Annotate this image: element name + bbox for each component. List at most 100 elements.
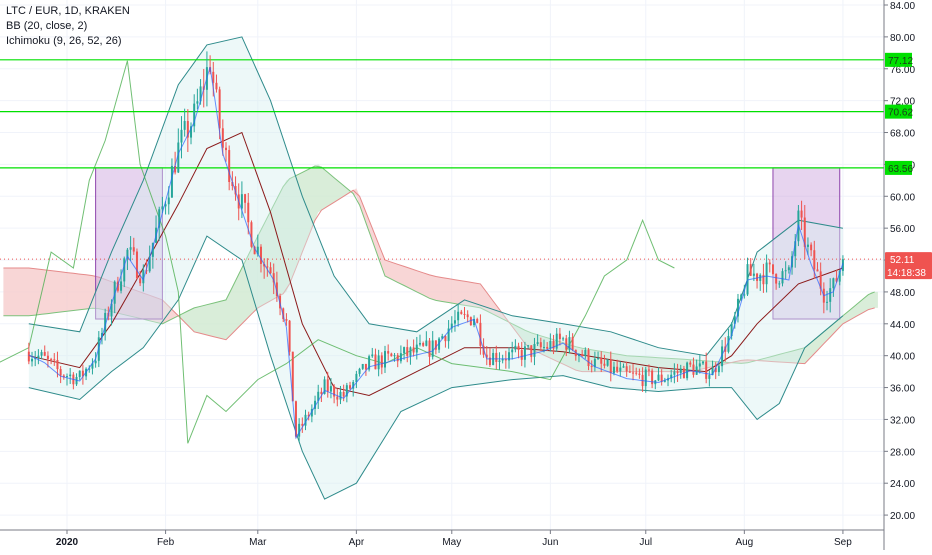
candle-body [746,264,749,295]
candle-body [695,366,698,375]
candle [40,349,43,360]
candle-body [625,366,628,372]
candle-body [59,369,62,376]
candle-body [304,414,307,426]
candle [336,388,339,407]
y-tick-label: 76.00 [890,65,915,76]
candle-body [498,360,501,362]
candle-body [476,318,479,323]
candle-body [466,314,469,318]
candle-body [762,274,765,285]
candle-body [285,319,288,321]
candle-body [473,318,476,326]
candle [50,357,53,365]
candle-body [196,101,199,104]
candle-body [368,356,371,370]
candle-body [803,217,806,247]
level-label: 70.62 [888,108,913,119]
candle [479,314,482,355]
candle-body [418,342,421,345]
candle-body [320,391,323,394]
y-tick-label: 80.00 [890,33,915,44]
legend: LTC / EUR, 1D, KRAKEN BB (20, close, 2) … [6,4,130,49]
x-tick-label: Apr [349,537,365,548]
candle [533,337,536,366]
candle-body [225,147,227,151]
candle-body [730,323,733,337]
candle [555,328,558,352]
candle-body [247,202,250,223]
candle-body [384,351,386,368]
candle [473,315,476,328]
candle-body [352,382,355,389]
current-price-label-bg [885,252,932,280]
candle [69,368,72,384]
candle-body [447,328,450,342]
candle [409,346,412,365]
candle [275,271,278,302]
candle [190,122,193,145]
candle-body [517,345,520,351]
candle [517,342,520,359]
bb-fill [28,36,843,500]
candle-body [244,194,247,203]
candle-body [721,346,724,367]
candle [339,385,342,405]
candle-body [212,71,215,83]
y-tick-label: 68.00 [890,129,915,140]
candle-body [450,323,453,329]
candle [714,362,717,380]
candle [495,345,498,370]
candle-body [593,358,596,367]
candle [679,364,682,379]
candle-body [78,370,81,378]
candle [78,370,81,381]
candle [647,364,650,377]
candle [635,367,638,376]
candle [81,364,84,385]
candle-body [527,345,530,347]
candle [600,351,603,372]
candle-body [508,352,511,361]
candle-body [183,121,186,130]
candle [673,363,676,384]
candle [329,378,332,399]
candle-body [148,256,151,272]
candle [841,255,844,276]
candle [53,353,56,366]
candle [523,341,526,368]
candle-body [689,362,692,365]
candle-body [657,374,660,381]
candle [469,316,472,326]
candle-body [174,165,177,173]
candle [161,196,164,214]
candle-body [428,340,431,357]
candle-body [616,366,619,372]
candle-body [151,242,154,257]
candle-body [565,338,568,350]
candle [606,359,609,367]
candle [819,262,822,296]
candle-body [46,355,49,359]
candle-body [733,316,736,324]
candle-body [323,379,326,394]
candle-body [759,274,762,281]
candle [457,304,460,327]
candle [59,366,62,384]
candle-body [441,336,444,339]
candle [638,368,641,379]
candle-body [714,367,717,373]
candle-body [377,355,380,370]
candle [142,264,145,292]
candle-body [816,269,819,272]
candle-body [221,128,224,148]
candle-body [590,366,593,368]
candle [368,354,371,372]
candle-body [291,351,294,402]
candle-body [231,182,234,187]
candle [778,280,781,288]
candle [749,258,752,276]
candle-body [310,408,313,417]
